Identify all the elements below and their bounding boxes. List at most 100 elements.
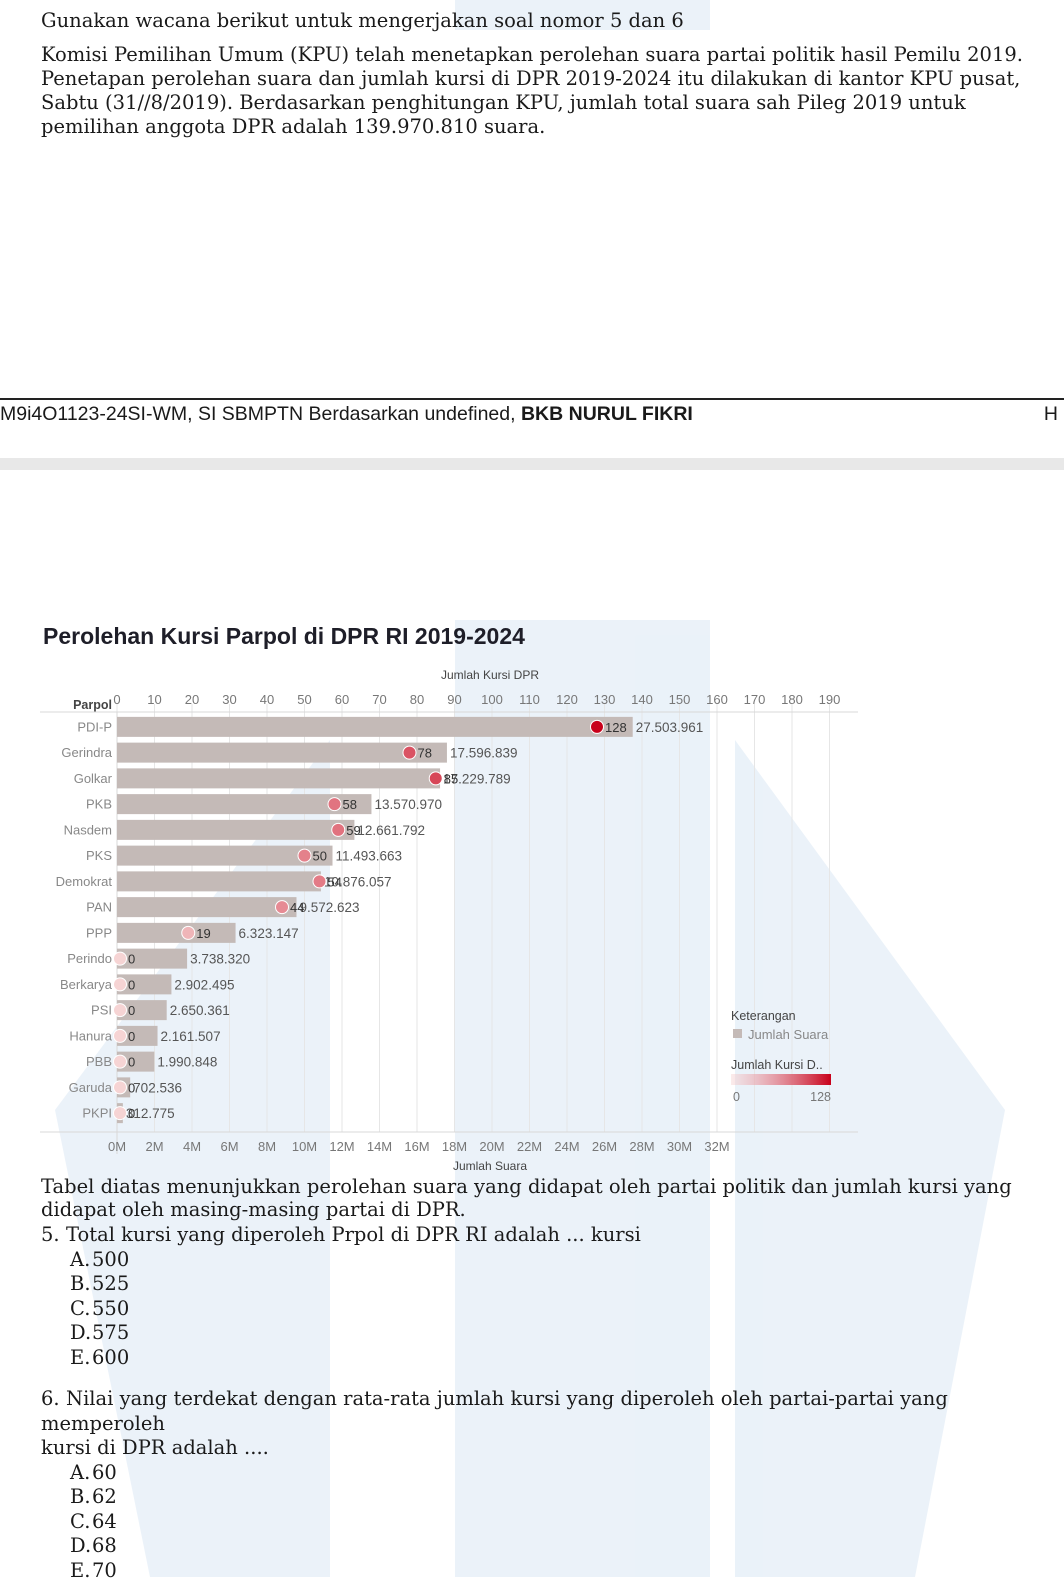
seat-dot bbox=[332, 823, 345, 836]
option-c[interactable]: C.64 bbox=[70, 1510, 1051, 1535]
bottom-tick-label: 28M bbox=[629, 1139, 654, 1154]
option-letter: B. bbox=[70, 1272, 92, 1297]
option-e[interactable]: E.600 bbox=[70, 1346, 1051, 1371]
category-label: PDI-P bbox=[77, 719, 112, 734]
bottom-tick-label: 32M bbox=[704, 1139, 729, 1154]
seat-dot bbox=[114, 978, 127, 991]
option-b[interactable]: B.62 bbox=[70, 1485, 1051, 1510]
option-d[interactable]: D.575 bbox=[70, 1321, 1051, 1346]
row-header: Parpol bbox=[73, 698, 112, 712]
description-text: Tabel diatas menunjukkan perolehan suara… bbox=[41, 1175, 1051, 1221]
category-label: PKS bbox=[86, 848, 112, 863]
top-tick-label: 110 bbox=[519, 692, 540, 707]
option-letter: C. bbox=[70, 1297, 92, 1322]
option-text: 550 bbox=[92, 1297, 129, 1320]
bottom-tick-label: 0M bbox=[108, 1139, 126, 1154]
category-label: PAN bbox=[86, 900, 112, 915]
bottom-tick-label: 6M bbox=[220, 1139, 238, 1154]
top-tick-label: 170 bbox=[744, 692, 766, 707]
option-b[interactable]: B.525 bbox=[70, 1272, 1051, 1297]
seat-dot bbox=[429, 772, 442, 785]
bottom-tick-label: 4M bbox=[183, 1139, 201, 1154]
seat-data-label: 59 bbox=[346, 823, 360, 838]
category-label: Nasdem bbox=[64, 822, 112, 837]
legend-gradient-title: Jumlah Kursi D.. bbox=[731, 1058, 823, 1072]
vote-bar bbox=[117, 768, 440, 788]
top-tick-label: 20 bbox=[185, 692, 199, 707]
option-text: 575 bbox=[92, 1321, 129, 1344]
footer-code-text: M9i4O1123-24SI-WM, SI SBMPTN Berdasarkan… bbox=[0, 403, 521, 425]
top-tick-label: 40 bbox=[260, 692, 274, 707]
bottom-tick-label: 24M bbox=[554, 1139, 579, 1154]
footer-right-mark: H bbox=[1044, 401, 1058, 427]
vote-bar bbox=[117, 897, 296, 917]
vote-data-label: 3.738.320 bbox=[190, 952, 250, 967]
option-text: 68 bbox=[92, 1534, 117, 1557]
seat-data-label: 85 bbox=[444, 771, 458, 786]
vote-data-label: 27.503.961 bbox=[636, 720, 704, 735]
bottom-tick-label: 2M bbox=[145, 1139, 163, 1154]
top-tick-label: 80 bbox=[410, 692, 424, 707]
bottom-tick-label: 16M bbox=[404, 1139, 429, 1154]
bottom-tick-label: 20M bbox=[479, 1139, 504, 1154]
option-list: A.500 B.525 C.550 D.575 E.600 bbox=[41, 1248, 1051, 1371]
top-tick-label: 60 bbox=[335, 692, 349, 707]
seat-data-label: 0 bbox=[128, 1029, 135, 1044]
seat-data-label: 0 bbox=[128, 1106, 135, 1121]
category-label: PPP bbox=[86, 925, 112, 940]
vote-bar bbox=[117, 871, 321, 891]
question-stem: 5.Total kursi yang diperoleh Prpol di DP… bbox=[41, 1223, 1051, 1248]
seat-dot bbox=[313, 875, 326, 888]
option-letter: E. bbox=[70, 1346, 92, 1371]
chart-title: Perolehan Kursi Parpol di DPR RI 2019-20… bbox=[43, 623, 525, 649]
option-c[interactable]: C.550 bbox=[70, 1297, 1051, 1322]
vote-data-label: 6.323.147 bbox=[239, 926, 299, 941]
page-separator bbox=[0, 458, 1064, 470]
option-letter: B. bbox=[70, 1485, 92, 1510]
category-label: Demokrat bbox=[56, 874, 113, 889]
top-tick-label: 160 bbox=[706, 692, 728, 707]
seat-data-label: 0 bbox=[128, 1080, 135, 1095]
top-tick-label: 130 bbox=[594, 692, 616, 707]
bottom-axis-label: Jumlah Suara bbox=[453, 1159, 527, 1172]
vote-data-label: 11.493.663 bbox=[336, 849, 403, 864]
footer-divider bbox=[0, 398, 1064, 400]
category-label: PBB bbox=[86, 1054, 112, 1069]
option-text: 500 bbox=[92, 1248, 129, 1271]
seat-dot bbox=[114, 1029, 127, 1042]
bottom-tick-label: 18M bbox=[442, 1139, 467, 1154]
category-label: Perindo bbox=[67, 951, 112, 966]
category-label: PKB bbox=[86, 797, 112, 812]
top-tick-label: 150 bbox=[669, 692, 691, 707]
category-label: Hanura bbox=[69, 1028, 112, 1043]
seat-data-label: 50 bbox=[313, 849, 327, 864]
intro-section: Gunakan wacana berikut untuk mengerjakan… bbox=[41, 9, 1061, 139]
option-text: 525 bbox=[92, 1272, 129, 1295]
category-label: Gerindra bbox=[61, 745, 112, 760]
option-letter: C. bbox=[70, 1510, 92, 1535]
option-a[interactable]: A.60 bbox=[70, 1461, 1051, 1486]
top-tick-label: 50 bbox=[297, 692, 311, 707]
bottom-tick-label: 10M bbox=[292, 1139, 317, 1154]
seat-data-label: 78 bbox=[418, 746, 432, 761]
bottom-tick-label: 8M bbox=[258, 1139, 276, 1154]
question-number: 6. bbox=[41, 1387, 66, 1412]
seat-dot bbox=[114, 1004, 127, 1017]
question-5: 5.Total kursi yang diperoleh Prpol di DP… bbox=[41, 1223, 1051, 1370]
question-stem: 6.Nilai yang terdekat dengan rata-rata j… bbox=[41, 1387, 1051, 1436]
vote-data-label: 17.596.839 bbox=[450, 746, 518, 761]
seat-dot bbox=[182, 926, 195, 939]
footer-code: M9i4O1123-24SI-WM, SI SBMPTN Berdasarkan… bbox=[0, 401, 1064, 427]
top-axis-label: Jumlah Kursi DPR bbox=[441, 668, 539, 682]
legend-title: Keterangan bbox=[731, 1009, 796, 1023]
option-a[interactable]: A.500 bbox=[70, 1248, 1051, 1273]
category-label: PKPI bbox=[82, 1106, 112, 1121]
vote-data-label: 1.990.848 bbox=[157, 1055, 217, 1070]
seat-data-label: 58 bbox=[343, 797, 357, 812]
option-e[interactable]: E.70 bbox=[70, 1559, 1051, 1583]
question-number: 5. bbox=[41, 1223, 66, 1248]
top-tick-label: 140 bbox=[631, 692, 653, 707]
vote-bar bbox=[117, 820, 354, 840]
vote-data-label: 9.572.623 bbox=[299, 900, 359, 915]
option-d[interactable]: D.68 bbox=[70, 1534, 1051, 1559]
